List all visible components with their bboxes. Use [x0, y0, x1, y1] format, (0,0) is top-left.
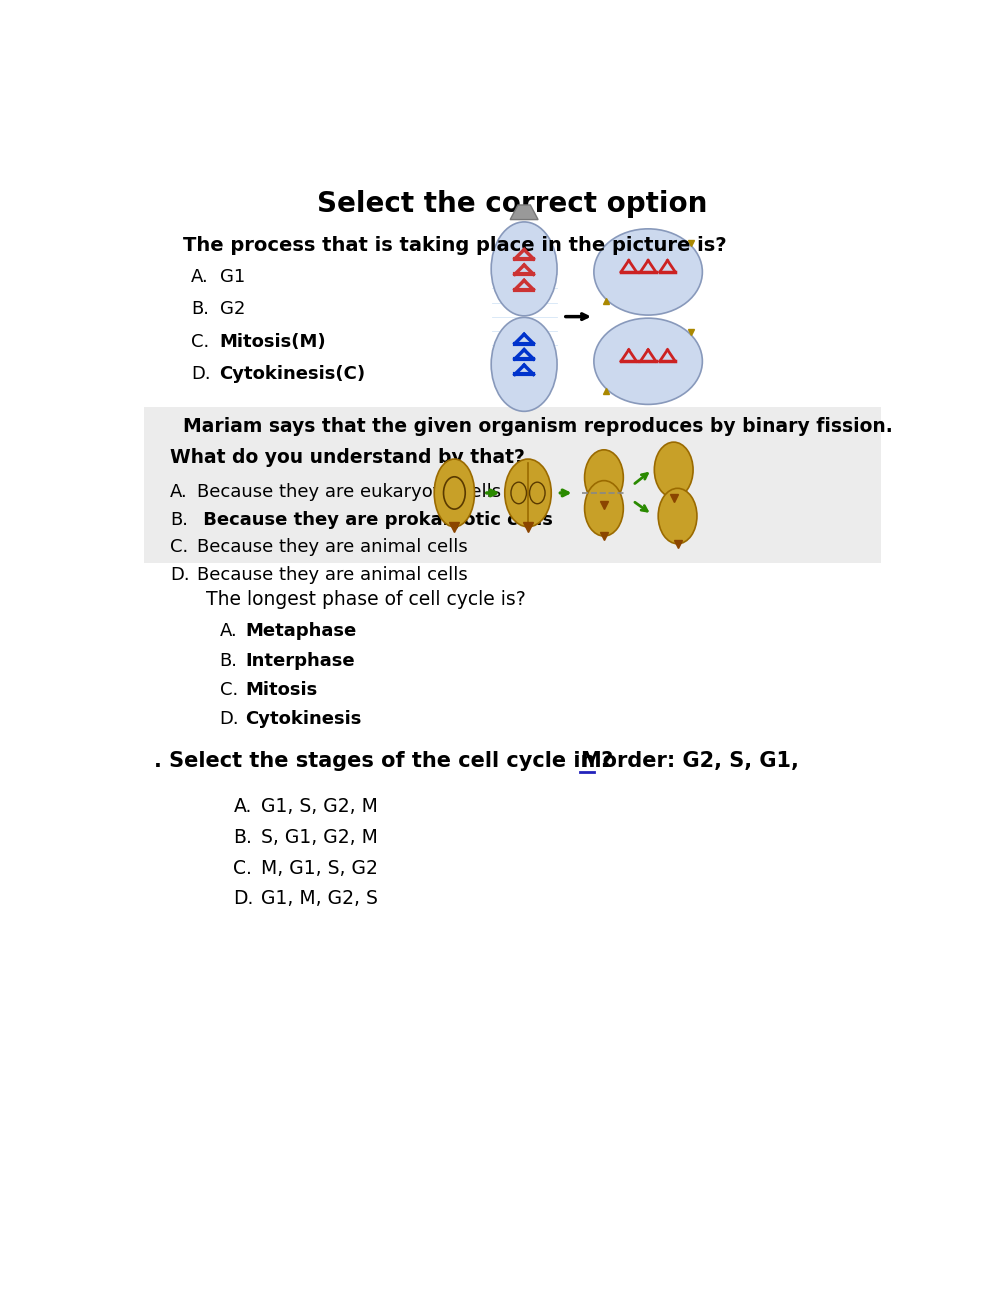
Text: A.: A.	[220, 622, 237, 640]
Text: Select the correct option: Select the correct option	[317, 190, 708, 218]
Text: ?: ?	[594, 751, 614, 771]
Text: Cytokinesis: Cytokinesis	[245, 710, 362, 728]
Text: B.: B.	[170, 511, 188, 528]
Text: B.: B.	[220, 652, 238, 670]
Ellipse shape	[491, 222, 557, 316]
Ellipse shape	[585, 480, 623, 536]
Text: D.: D.	[170, 565, 190, 584]
Ellipse shape	[594, 229, 702, 315]
Text: Interphase: Interphase	[245, 652, 355, 670]
Text: The process that is taking place in the picture is?: The process that is taking place in the …	[183, 236, 727, 254]
Ellipse shape	[505, 460, 551, 527]
Bar	[144, 408, 881, 563]
Text: Because they are animal cells: Because they are animal cells	[197, 565, 468, 584]
Ellipse shape	[434, 460, 475, 527]
Ellipse shape	[594, 318, 702, 404]
Text: M.: M.	[580, 751, 609, 771]
Text: Mariam says that the given organism reproduces by binary fission.: Mariam says that the given organism repr…	[183, 417, 893, 436]
Text: D.: D.	[191, 365, 210, 383]
Text: The longest phase of cell cycle is?: The longest phase of cell cycle is?	[206, 590, 526, 609]
Text: G1: G1	[220, 269, 245, 287]
Text: C.: C.	[191, 333, 209, 351]
Text: Mitosis: Mitosis	[245, 680, 317, 698]
Text: Cytokinesis(C): Cytokinesis(C)	[220, 365, 366, 383]
Text: C.: C.	[220, 680, 238, 698]
Text: . Select the stages of the cell cycle in order: G2, S, G1,: . Select the stages of the cell cycle in…	[154, 751, 807, 771]
Ellipse shape	[585, 449, 623, 505]
Text: C.: C.	[234, 859, 252, 878]
Text: A.: A.	[191, 269, 209, 287]
Text: M, G1, S, G2: M, G1, S, G2	[261, 859, 378, 878]
Text: B.: B.	[234, 828, 252, 847]
Text: Metaphase: Metaphase	[245, 622, 356, 640]
Text: Mitosis(M): Mitosis(M)	[220, 333, 326, 351]
Text: C.: C.	[170, 538, 188, 556]
Text: D.: D.	[234, 889, 254, 909]
Text: A.: A.	[234, 797, 252, 816]
Text: A.: A.	[170, 483, 188, 501]
Text: D.: D.	[220, 710, 239, 728]
Text: G2: G2	[220, 301, 245, 319]
Text: Because they are prokaryotic cells: Because they are prokaryotic cells	[197, 511, 553, 528]
Text: S, G1, G2, M: S, G1, G2, M	[261, 828, 378, 847]
Text: Because they are animal cells: Because they are animal cells	[197, 538, 468, 556]
Text: G1, S, G2, M: G1, S, G2, M	[261, 797, 378, 816]
Text: What do you understand by that?: What do you understand by that?	[170, 448, 525, 466]
Text: B.: B.	[191, 301, 209, 319]
Ellipse shape	[491, 318, 557, 412]
Ellipse shape	[654, 442, 693, 497]
Text: G1, M, G2, S: G1, M, G2, S	[261, 889, 378, 909]
Text: Because they are eukaryotic cells: Because they are eukaryotic cells	[197, 483, 501, 501]
Polygon shape	[510, 205, 538, 219]
Ellipse shape	[658, 488, 697, 544]
